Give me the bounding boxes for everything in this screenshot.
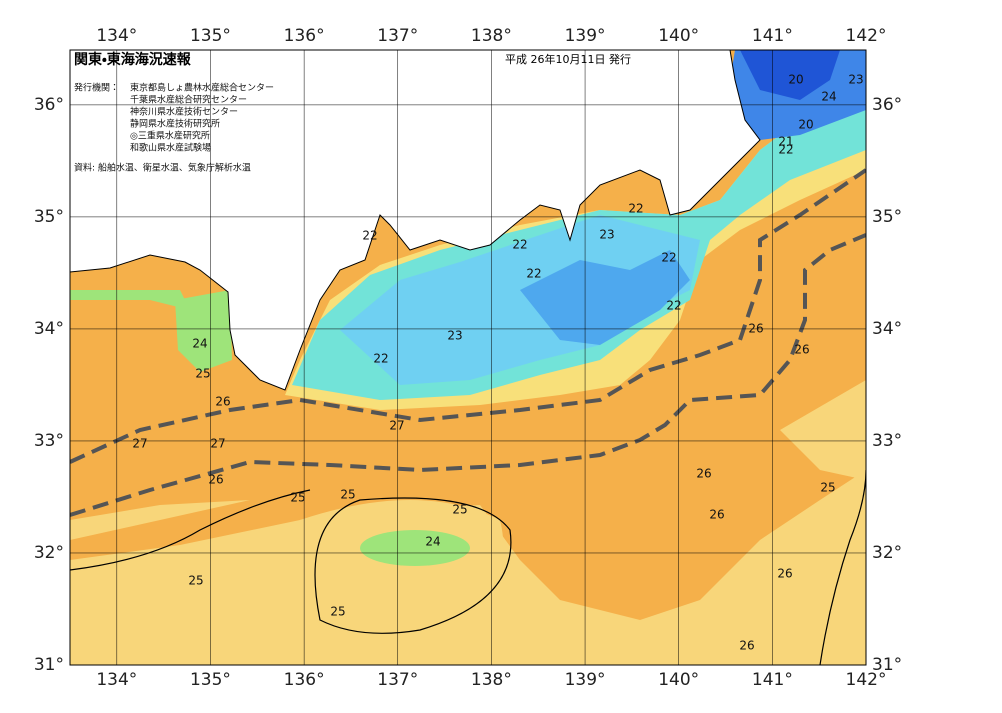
- contour-label: 26: [696, 467, 711, 481]
- lat-label-left: 32°: [34, 543, 64, 563]
- lat-label-left: 35°: [34, 207, 64, 227]
- lat-label-right: 34°: [872, 319, 902, 339]
- contour-labels: 20 23242021222223222222222226262423222526…: [132, 73, 863, 653]
- lon-label-bottom: 141°: [752, 670, 793, 690]
- lon-label-top: 139°: [565, 26, 606, 46]
- contour-label: 27: [210, 437, 225, 451]
- lon-label-bottom: 134°: [96, 670, 137, 690]
- lon-label-top: 135°: [190, 26, 231, 46]
- contour-label: 23: [447, 329, 462, 343]
- contour-label: 22: [362, 229, 377, 243]
- contour-label: 27: [132, 437, 147, 451]
- contour-label: 22: [778, 143, 793, 157]
- lon-label-top: 137°: [377, 26, 418, 46]
- issuers: 東京都島しょ農林水産総合センター千葉県水産総合研究センター神奈川県水産技術センタ…: [130, 82, 274, 154]
- lon-label-top: 141°: [752, 26, 793, 46]
- contour-label: 21: [778, 135, 793, 149]
- contour-label: 22: [373, 352, 388, 366]
- contour-label: 22: [526, 267, 541, 281]
- contour-label: 26: [748, 322, 763, 336]
- lon-label-bottom: 137°: [377, 670, 418, 690]
- lon-label-bottom: 140°: [658, 670, 699, 690]
- contour-label: 26: [208, 473, 223, 487]
- lon-label-top: 138°: [471, 26, 512, 46]
- issuer: 和歌山県水産試験場: [130, 142, 211, 154]
- contour-label: 26: [739, 639, 754, 653]
- contour-label: 22: [666, 299, 681, 313]
- lon-label-top: 142°: [846, 26, 887, 46]
- issuer: 神奈川県水産技術センター: [130, 106, 238, 118]
- lat-label-right: 32°: [872, 543, 902, 563]
- contour-label: 25: [188, 574, 203, 588]
- lat-label-left: 33°: [34, 431, 64, 451]
- issuer: ◎三重県水産研究所: [130, 130, 210, 142]
- graticule: 134° 134° 135° 135° 136° 136° 137° 137° 138° 138°…: [34, 26, 902, 690]
- lat-label-right: 36°: [872, 95, 902, 115]
- contour-label: 20: [788, 73, 803, 87]
- lon-label-bottom: 142°: [846, 670, 887, 690]
- issuer: 千葉県水産総合研究センター: [130, 94, 247, 106]
- contour-label: 25: [452, 503, 467, 517]
- contour-label: 27: [389, 419, 404, 433]
- contour-label: 22: [512, 238, 527, 252]
- contour-label: 26: [709, 508, 724, 522]
- contour-label: 26: [777, 567, 792, 581]
- lat-label-left: 31°: [34, 655, 64, 675]
- contour-label: 25: [340, 488, 355, 502]
- contour-label: 22: [628, 202, 643, 216]
- lon-label-top: 134°: [96, 26, 137, 46]
- contour-label: 24: [821, 90, 836, 104]
- lon-label-bottom: 136°: [284, 670, 325, 690]
- contour-label: 26: [794, 343, 809, 357]
- lat-label-right: 31°: [872, 655, 902, 675]
- issue-date: 平成 26年10月11日 発行: [505, 52, 631, 66]
- contour-label: 25: [195, 367, 210, 381]
- contour-label: 25: [330, 605, 345, 619]
- map-frame: [69, 49, 867, 666]
- lon-label-top: 136°: [284, 26, 325, 46]
- contour-label: 24: [425, 535, 440, 549]
- lon-label-top: 140°: [658, 26, 699, 46]
- contour-label: 20: [798, 118, 813, 132]
- contour-label: 23: [599, 228, 614, 242]
- lat-label-left: 34°: [34, 319, 64, 339]
- lon-label-bottom: 135°: [190, 670, 231, 690]
- issuers-label: 発行機関：: [74, 82, 119, 94]
- contour-label: 23: [848, 73, 863, 87]
- contour-label: 26: [215, 395, 230, 409]
- lat-label-left: 36°: [34, 95, 64, 115]
- lat-label-right: 35°: [872, 207, 902, 227]
- lat-label-right: 33°: [872, 431, 902, 451]
- lon-label-bottom: 138°: [471, 670, 512, 690]
- source: 資料: 船舶水温、衛星水温、気象庁解析水温: [74, 162, 251, 174]
- issuer: 東京都島しょ農林水産総合センター: [130, 82, 274, 94]
- contour-label: 24: [192, 337, 207, 351]
- title: 関東・東海海況速報: [74, 51, 192, 68]
- lon-label-bottom: 139°: [565, 670, 606, 690]
- contour-label: 25: [290, 491, 305, 505]
- contour-label: 25: [820, 481, 835, 495]
- contour-label: 22: [661, 251, 676, 265]
- map-body: [70, 50, 866, 665]
- issuer: 静岡県水産技術研究所: [130, 118, 220, 130]
